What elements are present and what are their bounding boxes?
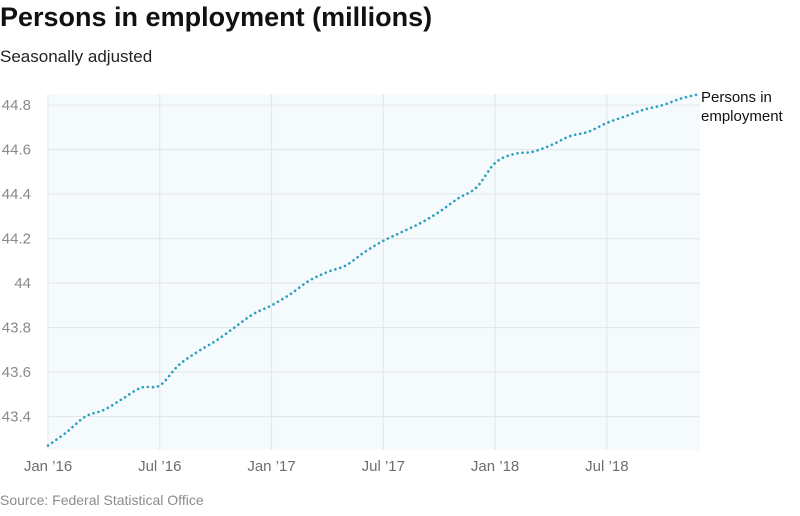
series-labels: Persons in employment xyxy=(701,89,784,125)
series-label: Persons in employment xyxy=(701,89,784,125)
chart-subtitle: Seasonally adjusted xyxy=(0,47,153,66)
x-tick-label: Jul ’18 xyxy=(585,458,628,475)
series-label-line: Persons in xyxy=(701,89,772,106)
y-tick-label: 44 xyxy=(14,275,31,292)
x-tick-label: Jan ’17 xyxy=(247,458,295,475)
x-tick-label: Jul ’16 xyxy=(138,458,181,475)
gridlines xyxy=(47,94,700,450)
series-layer xyxy=(46,92,702,447)
x-axis-ticks: Jan ’16 Jul ’16 Jan ’17 Jul ’17 Jan ’18 Jul ’… xyxy=(24,458,629,475)
y-tick-label: 43.6 xyxy=(2,364,31,381)
series-label-line: employment xyxy=(701,108,784,125)
y-axis-ticks: 43.4 43.6 43.8 44 44.2 44.4 44.6 44.8 xyxy=(2,97,31,426)
x-tick-label: Jan ’18 xyxy=(471,458,519,475)
source-note: Source: Federal Statistical Office xyxy=(0,492,204,508)
y-tick-label: 43.4 xyxy=(2,409,31,426)
y-tick-label: 44.8 xyxy=(2,97,31,114)
y-tick-label: 44.2 xyxy=(2,231,31,248)
y-tick-label: 43.8 xyxy=(2,320,31,337)
series-line xyxy=(46,92,702,447)
x-tick-label: Jul ’17 xyxy=(362,458,405,475)
y-tick-label: 44.6 xyxy=(2,142,31,159)
y-tick-label: 44.4 xyxy=(2,186,31,203)
chart-title: Persons in employment (millions) xyxy=(0,2,433,32)
plot-area xyxy=(48,94,700,450)
x-tick-label: Jan ’16 xyxy=(24,458,72,475)
